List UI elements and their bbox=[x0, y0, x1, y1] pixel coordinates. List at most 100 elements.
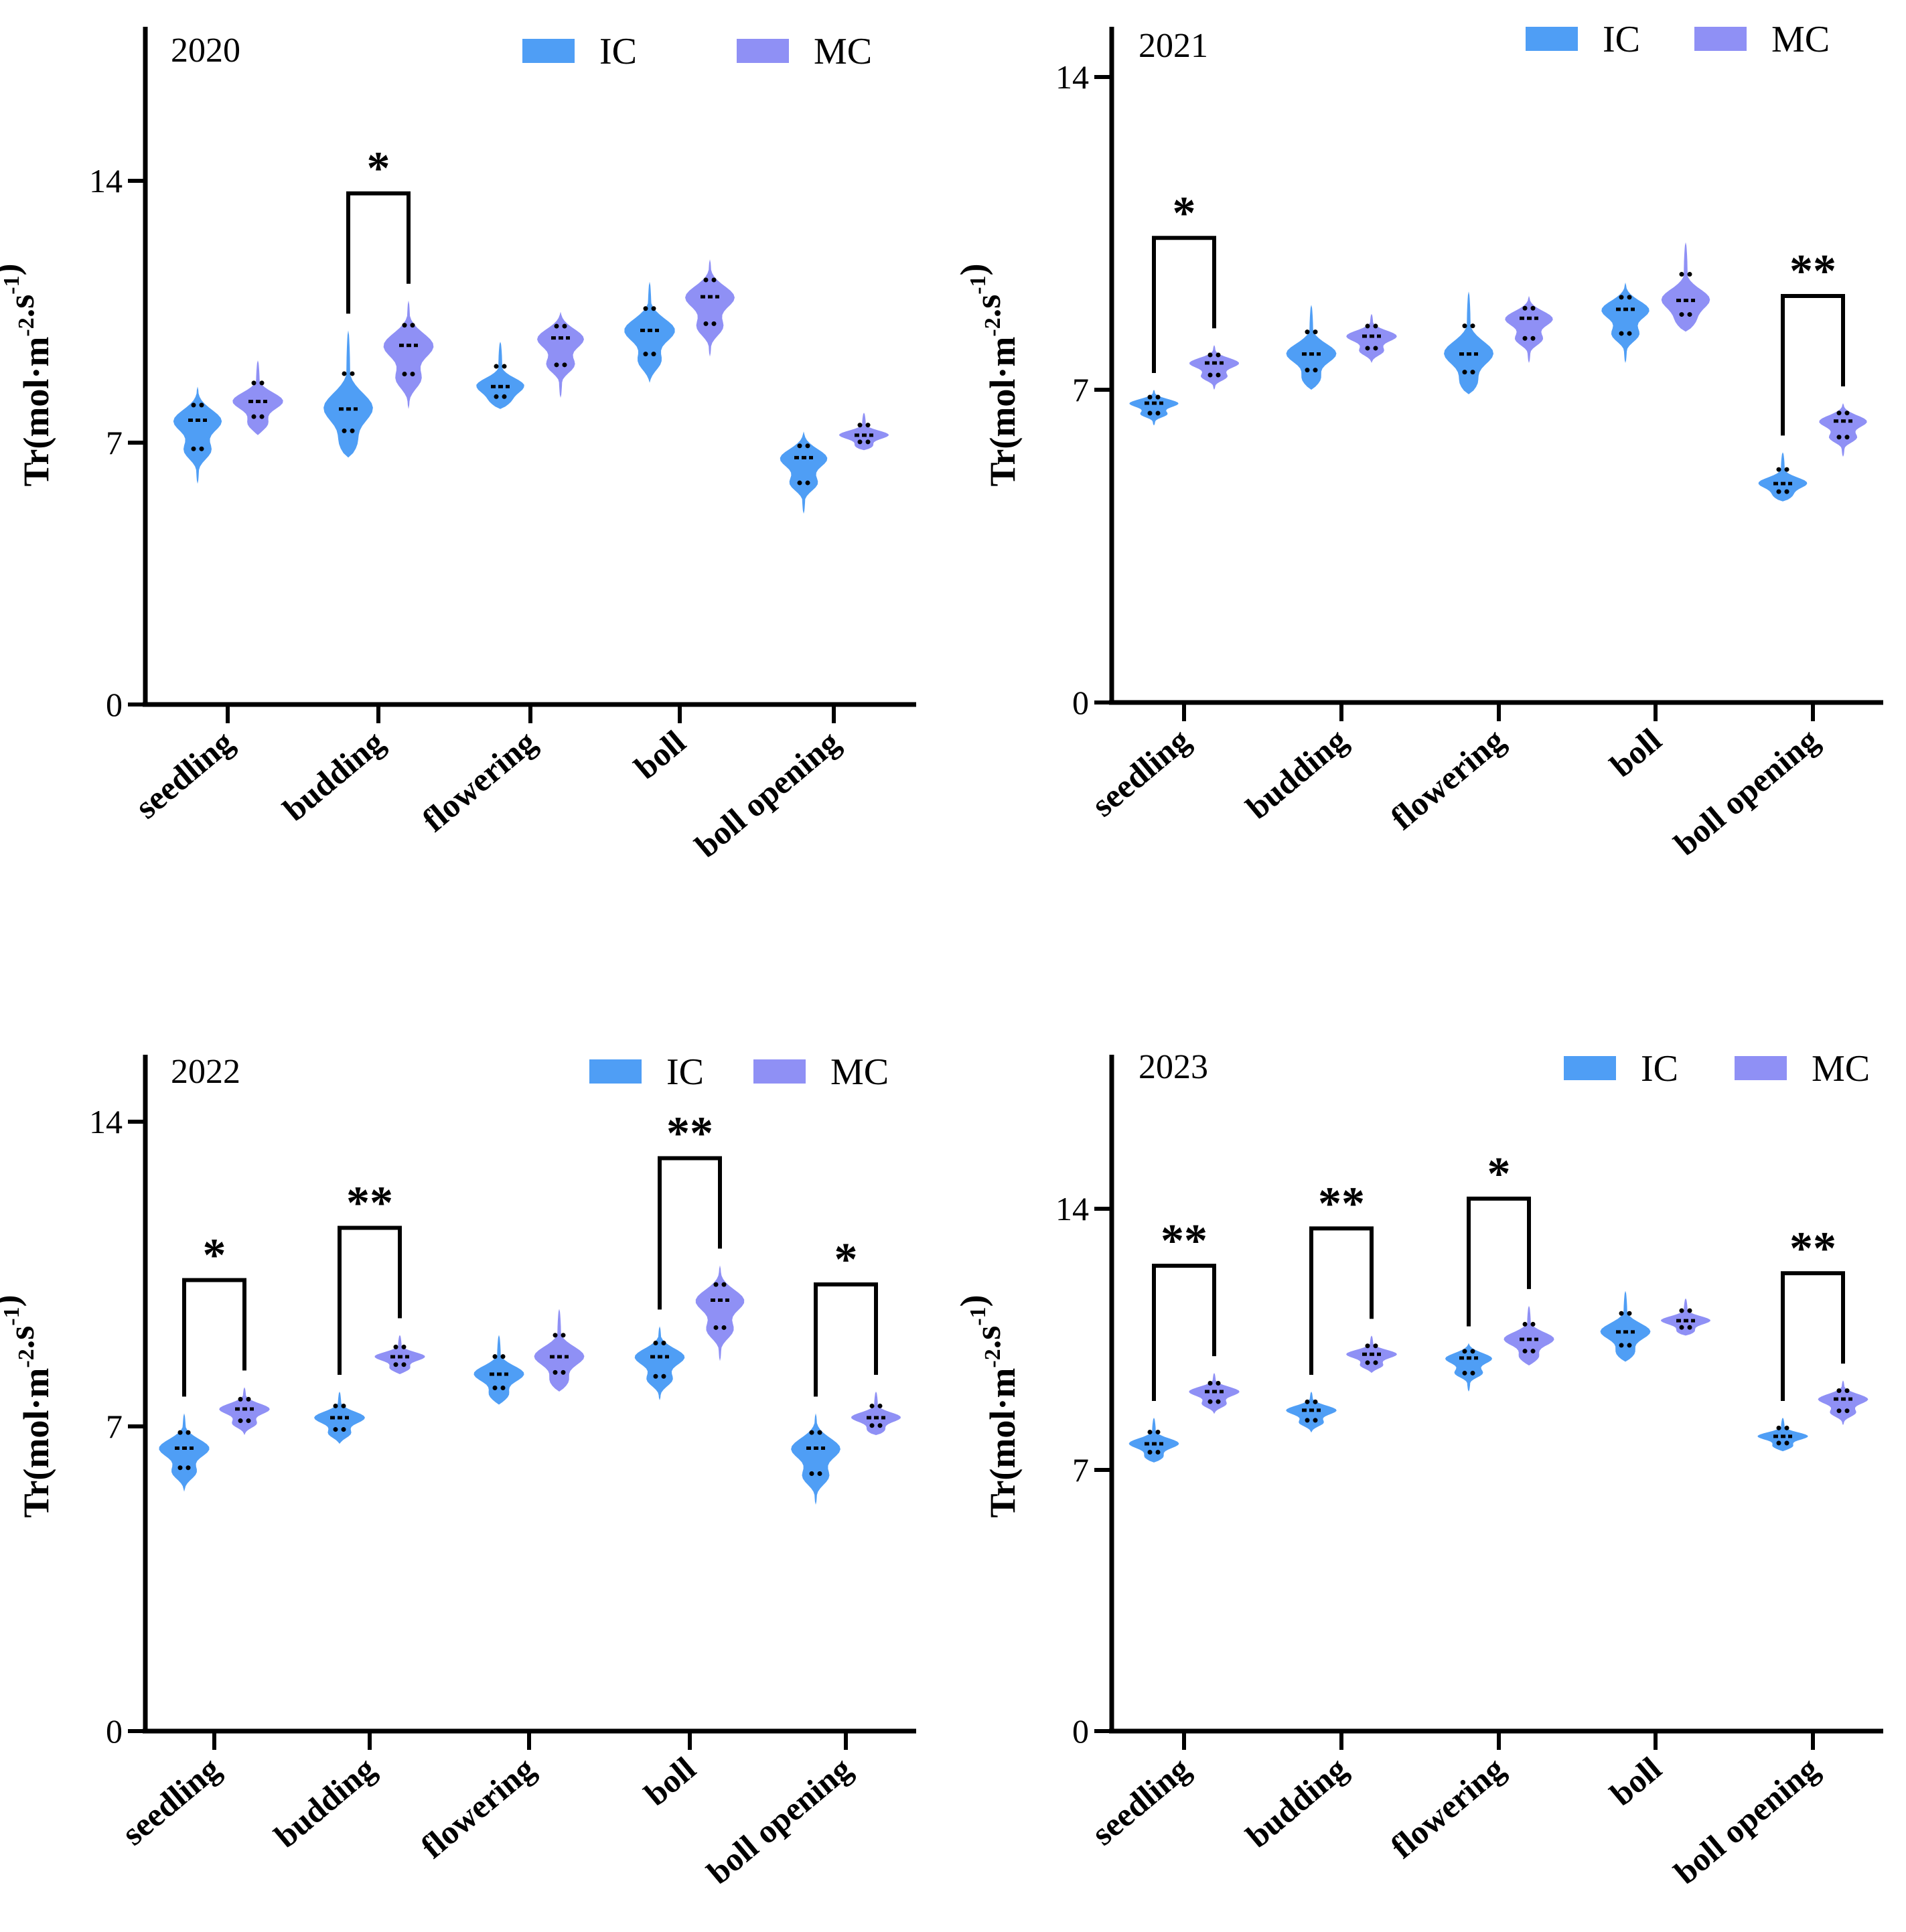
x-tick-label: flowering bbox=[1384, 1750, 1512, 1866]
violin-quartile-dot bbox=[1687, 312, 1692, 317]
violin-quartile-dot bbox=[661, 1373, 666, 1379]
x-tick-label: boll bbox=[637, 1749, 703, 1813]
violin-quartile-dot bbox=[1776, 467, 1781, 472]
violin-MC-flowering bbox=[537, 311, 584, 398]
significance-bracket bbox=[346, 191, 411, 314]
x-tick-label: seedling bbox=[128, 723, 240, 826]
violin-quartile-dot bbox=[1365, 1343, 1370, 1349]
violin-MC-budding bbox=[1346, 313, 1397, 363]
violin-quartile-dot bbox=[341, 1427, 346, 1432]
violin-quartile-dot bbox=[1216, 372, 1221, 378]
legend-swatch-MC bbox=[753, 1059, 806, 1084]
violin-MC-boll-opening bbox=[851, 1392, 901, 1435]
x-tick-label: budding bbox=[1239, 721, 1354, 826]
violin-IC-seedling bbox=[1129, 390, 1179, 426]
panel-2021: 0 7 14 2021 IC MC Tr(mol·m-2.s-1) seedling buddi… bbox=[953, 19, 1883, 863]
violin-quartile-dot bbox=[1627, 295, 1632, 300]
legend-label-MC: MC bbox=[814, 31, 872, 72]
significance-label: * bbox=[1173, 188, 1196, 239]
violin-quartile-dot bbox=[1627, 1311, 1632, 1316]
violin-quartile-dot bbox=[809, 1430, 814, 1435]
violin-quartile-dot bbox=[1305, 368, 1310, 373]
significance-bracket bbox=[1781, 1271, 1845, 1401]
significance-bracket bbox=[1152, 236, 1216, 373]
y-axis-label: Tr(mol·m-2.s-1) bbox=[953, 263, 1023, 486]
chart-title: 2022 bbox=[171, 1053, 240, 1091]
violin-IC-boll bbox=[1601, 282, 1650, 363]
violin-quartile-dot bbox=[653, 1373, 658, 1379]
violin-quartile-dot bbox=[877, 1423, 883, 1428]
violin-quartile-dot bbox=[1207, 1380, 1213, 1386]
x-tick-label: boll bbox=[627, 723, 692, 786]
violin-quartile-dot bbox=[1313, 368, 1318, 373]
violin-quartile-dot bbox=[721, 1325, 727, 1330]
violin-quartile-dot bbox=[492, 1354, 498, 1359]
violin-quartile-dot bbox=[554, 362, 559, 368]
violin-quartile-dot bbox=[402, 372, 407, 377]
chart-title: 2020 bbox=[171, 31, 240, 70]
violin-quartile-dot bbox=[857, 439, 863, 445]
violin-quartile-dot bbox=[797, 443, 802, 449]
violin-MC-boll bbox=[1661, 1298, 1710, 1336]
violin-quartile-dot bbox=[1687, 1325, 1692, 1330]
x-tick-label: flowering bbox=[1384, 721, 1512, 837]
significance-bracket bbox=[338, 1225, 402, 1375]
violin-quartile-dot bbox=[402, 323, 407, 328]
violin-quartile-dot bbox=[500, 1354, 506, 1359]
violin-quartile-dot bbox=[251, 380, 256, 386]
violin-quartile-dot bbox=[1619, 295, 1624, 300]
violin-quartile-dot bbox=[1844, 411, 1850, 416]
violin-quartile-dot bbox=[500, 1385, 506, 1390]
violin-quartile-dot bbox=[805, 480, 810, 486]
violin-quartile-dot bbox=[1373, 1360, 1378, 1365]
violin-IC-budding bbox=[323, 330, 373, 458]
violin-quartile-dot bbox=[1305, 1399, 1310, 1404]
legend-swatch-IC bbox=[522, 39, 575, 63]
violin-quartile-dot bbox=[703, 277, 709, 283]
y-axis-label: Tr(mol·m-2.s-1) bbox=[953, 1294, 1023, 1517]
violin-quartile-dot bbox=[1836, 1408, 1842, 1414]
violin-quartile-dot bbox=[643, 352, 648, 357]
violin-quartile-dot bbox=[1784, 1440, 1789, 1446]
violin-quartile-dot bbox=[1679, 1325, 1684, 1330]
violin-quartile-dot bbox=[713, 1282, 719, 1287]
violin-quartile-dot bbox=[1619, 1311, 1624, 1316]
violin-MC-budding bbox=[383, 300, 434, 409]
violin-quartile-dot bbox=[191, 402, 196, 408]
significance-label: ** bbox=[1318, 1178, 1365, 1230]
violin-quartile-dot bbox=[177, 1465, 183, 1471]
violin-quartile-dot bbox=[817, 1430, 822, 1435]
violin-quartile-dot bbox=[1155, 411, 1161, 416]
violin-MC-boll bbox=[695, 1265, 745, 1361]
x-tick-label: seedling bbox=[115, 1750, 227, 1853]
violin-IC-flowering bbox=[473, 1335, 524, 1405]
violin-quartile-dot bbox=[1155, 1450, 1161, 1455]
legend-swatch-MC bbox=[1735, 1056, 1787, 1080]
violin-quartile-dot bbox=[809, 1471, 814, 1477]
violin-quartile-dot bbox=[553, 1333, 558, 1338]
y-axis-label: Tr(mol·m-2.s-1) bbox=[0, 1294, 56, 1517]
violin-quartile-dot bbox=[869, 1403, 875, 1408]
violin-quartile-dot bbox=[238, 1396, 243, 1402]
violin-quartile-dot bbox=[1627, 331, 1632, 336]
x-tick-label: boll opening bbox=[1667, 1750, 1826, 1892]
violin-quartile-dot bbox=[186, 1430, 191, 1435]
violin-quartile-dot bbox=[1365, 323, 1370, 329]
violin-quartile-dot bbox=[562, 362, 567, 368]
violin-quartile-dot bbox=[393, 1362, 398, 1367]
violin-quartile-dot bbox=[259, 414, 265, 419]
violin-quartile-dot bbox=[1784, 467, 1789, 472]
violin-MC-flowering bbox=[534, 1309, 585, 1392]
violin-quartile-dot bbox=[1679, 272, 1684, 277]
significance-label: * bbox=[367, 143, 390, 195]
violin-quartile-dot bbox=[1470, 323, 1475, 329]
violin-MC-seedling bbox=[1189, 1373, 1240, 1414]
violin-IC-budding bbox=[1286, 1392, 1337, 1433]
violin-quartile-dot bbox=[703, 321, 709, 326]
violin-quartile-dot bbox=[492, 1385, 498, 1390]
violin-quartile-dot bbox=[553, 1369, 558, 1375]
x-tick-label: budding bbox=[1239, 1750, 1354, 1855]
violin-quartile-dot bbox=[869, 1423, 875, 1428]
violin-quartile-dot bbox=[393, 1344, 398, 1349]
legend-swatch-IC bbox=[1526, 27, 1578, 51]
